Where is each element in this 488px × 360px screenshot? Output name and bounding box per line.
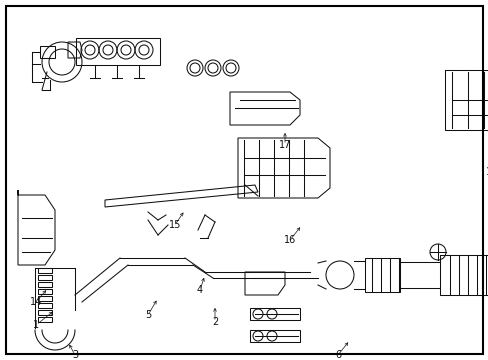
Text: 18: 18 (485, 167, 488, 177)
Text: 17: 17 (278, 140, 290, 150)
Text: 5: 5 (144, 310, 151, 320)
Text: 2: 2 (211, 317, 218, 327)
Text: 15: 15 (168, 220, 181, 230)
Text: 16: 16 (284, 235, 296, 245)
Text: 3: 3 (72, 350, 78, 360)
Text: 14: 14 (30, 297, 42, 307)
Text: 1: 1 (33, 320, 39, 330)
Text: 6: 6 (334, 350, 340, 360)
Text: 4: 4 (197, 285, 203, 295)
